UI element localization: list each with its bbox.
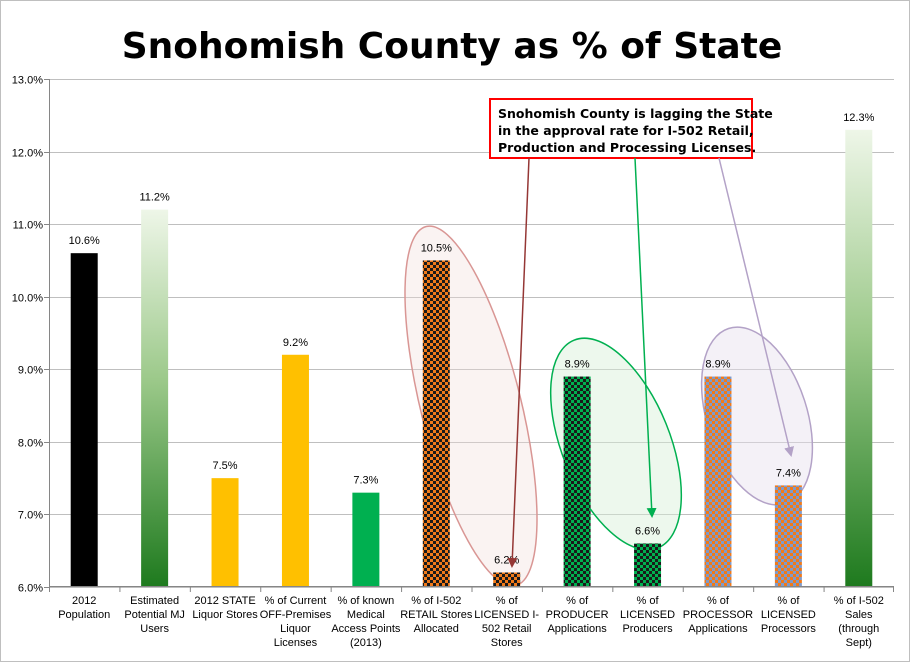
category-label: Access Points bbox=[331, 623, 401, 635]
category-label: Applications bbox=[688, 623, 748, 635]
data-label: 11.2% bbox=[139, 192, 170, 204]
category-label: Estimated bbox=[130, 595, 179, 607]
category-label: % of I-502 bbox=[411, 595, 461, 607]
category-label: % of I-502 bbox=[834, 595, 884, 607]
bars bbox=[70, 129, 873, 588]
data-label: 9.2% bbox=[283, 337, 308, 349]
data-label: 6.2% bbox=[494, 554, 519, 566]
y-axis-ticks: 6.0% 7.0% 8.0% 9.0% 10.0% 11.0% 12.0% 13.0% bbox=[12, 75, 49, 595]
retail-arrow bbox=[507, 157, 530, 568]
gridlines bbox=[49, 79, 894, 588]
category-label: PRODUCER bbox=[546, 609, 609, 621]
category-label: PROCESSOR bbox=[683, 609, 753, 621]
category-label: OFF-Premises bbox=[260, 609, 332, 621]
category-label: Allocated bbox=[414, 623, 459, 635]
annotation-box bbox=[489, 98, 753, 159]
bar bbox=[845, 129, 873, 588]
data-label: 7.4% bbox=[776, 467, 801, 479]
data-label: 10.5% bbox=[421, 242, 452, 254]
category-label: Sept) bbox=[846, 637, 872, 649]
processor-highlight-ellipse bbox=[700, 326, 814, 506]
category-label: Liquor bbox=[280, 623, 311, 635]
y-tick-label: 10.0% bbox=[12, 293, 43, 305]
bar bbox=[493, 572, 521, 587]
category-label: % of bbox=[707, 595, 730, 607]
bar bbox=[704, 376, 732, 587]
data-label: 6.6% bbox=[635, 525, 660, 537]
producer-highlight-ellipse bbox=[549, 337, 683, 551]
category-label: % of known bbox=[337, 595, 394, 607]
category-label: Stores bbox=[491, 637, 523, 649]
category-label: % of bbox=[637, 595, 660, 607]
data-label: 8.9% bbox=[565, 359, 590, 371]
bar bbox=[352, 492, 380, 587]
bar bbox=[563, 376, 591, 587]
category-label: (2013) bbox=[350, 637, 382, 649]
category-label: Producers bbox=[622, 623, 673, 635]
category-label: Medical bbox=[347, 609, 385, 621]
category-label: Users bbox=[140, 623, 169, 635]
category-label: Applications bbox=[547, 623, 607, 635]
retail-highlight-ellipse bbox=[404, 225, 538, 587]
category-label: Sales bbox=[845, 609, 873, 621]
y-tick-label: 12.0% bbox=[12, 148, 43, 160]
annotation-line-3: Production and Processing Licenses. bbox=[498, 140, 756, 155]
y-tick-label: 6.0% bbox=[18, 583, 43, 595]
category-label: (through bbox=[838, 623, 879, 635]
category-label: 502 Retail bbox=[482, 623, 532, 635]
category-label: % of bbox=[777, 595, 800, 607]
y-tick-label: 11.0% bbox=[13, 220, 44, 232]
y-tick-label: 8.0% bbox=[18, 438, 43, 450]
category-label: 2012 bbox=[72, 595, 96, 607]
category-label: % of Current bbox=[265, 595, 327, 607]
bar bbox=[281, 354, 309, 587]
bar bbox=[422, 260, 450, 587]
producer-arrow bbox=[634, 157, 657, 518]
annotation-arrows bbox=[507, 157, 794, 568]
bar bbox=[774, 485, 802, 587]
category-label: Processors bbox=[761, 623, 817, 635]
category-label: LICENSED bbox=[620, 609, 675, 621]
data-label: 8.9% bbox=[705, 359, 730, 371]
category-label: % of bbox=[496, 595, 519, 607]
category-labels: 2012 Population Estimated Potential MJ Users… bbox=[49, 587, 894, 649]
y-tick-label: 9.0% bbox=[18, 365, 43, 377]
processor-arrow bbox=[718, 157, 794, 457]
bar bbox=[70, 253, 98, 587]
y-tick-label: 7.0% bbox=[18, 510, 43, 522]
annotation-line-2: in the approval rate for I-502 Retail, bbox=[498, 123, 754, 138]
data-labels: 10.6% 11.2% 7.5% 9.2% 7.3% 10.5% 6.2% 8.9% 6.6% 8… bbox=[69, 112, 875, 567]
category-label: Potential MJ bbox=[124, 609, 185, 621]
bar bbox=[634, 543, 662, 587]
category-label: 2012 STATE bbox=[194, 595, 255, 607]
chart-title: Snohomish County as % of State bbox=[122, 26, 783, 67]
bar bbox=[141, 209, 169, 587]
category-label: Licenses bbox=[274, 637, 318, 649]
annotation-callout: Snohomish County is lagging the State in… bbox=[489, 98, 773, 159]
category-label: LICENSED I- bbox=[474, 609, 539, 621]
category-label: LICENSED bbox=[761, 609, 816, 621]
data-label: 7.5% bbox=[213, 460, 238, 472]
y-tick-label: 13.0% bbox=[12, 75, 43, 87]
category-label: Liquor Stores bbox=[192, 609, 258, 621]
category-label: RETAIL Stores bbox=[400, 609, 473, 621]
data-label: 12.3% bbox=[843, 112, 874, 124]
annotation-line-1: Snohomish County is lagging the State bbox=[498, 106, 773, 121]
data-label: 7.3% bbox=[353, 475, 378, 487]
data-label: 10.6% bbox=[69, 235, 100, 247]
bar bbox=[211, 478, 239, 587]
category-label: Population bbox=[58, 609, 110, 621]
category-label: % of bbox=[566, 595, 589, 607]
